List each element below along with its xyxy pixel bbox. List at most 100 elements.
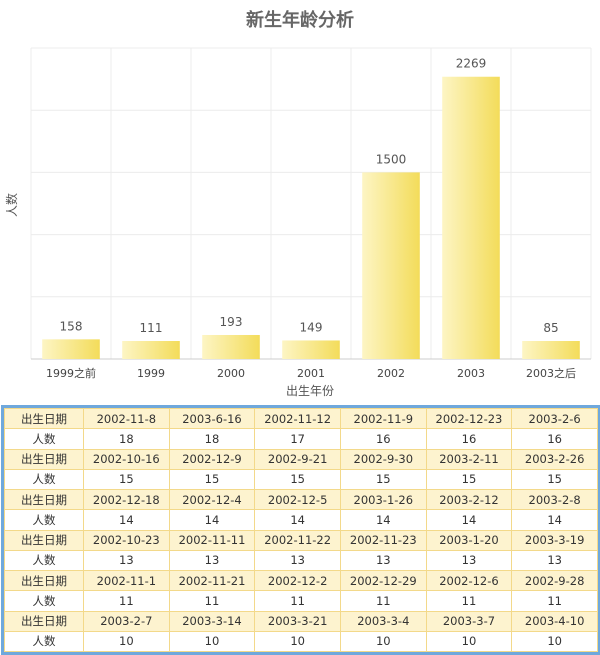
bar-2003之后	[522, 341, 580, 359]
count-cell: 18	[168, 428, 256, 450]
date-cell: 2002-11-12	[254, 407, 341, 430]
date-cell: 2003-6-16	[168, 407, 256, 430]
x-tick-label: 1999	[137, 367, 165, 380]
table-row: 出生日期 2002-10-23 2002-11-11 2002-11-22 2002-1…	[4, 529, 598, 551]
date-cell: 2002-11-22	[254, 529, 341, 551]
row-header-date: 出生日期	[4, 610, 84, 632]
date-cell: 2003-3-21	[254, 610, 341, 632]
row-header-count: 人数	[4, 468, 84, 491]
bar-2002	[362, 172, 420, 359]
count-cell: 18	[83, 428, 170, 450]
count-cell: 13	[339, 549, 427, 572]
date-cell: 2002-11-23	[339, 529, 427, 551]
count-cell: 10	[511, 630, 598, 653]
x-tick-labels: 1999之前 1999 2000 2001 2002 2003 2003之后	[46, 366, 576, 380]
count-cell: 15	[425, 468, 513, 491]
count-cell: 17	[254, 428, 341, 450]
count-cell: 15	[168, 468, 256, 491]
count-cell: 14	[339, 509, 427, 531]
date-cell: 2002-12-23	[425, 407, 513, 430]
row-header-date: 出生日期	[4, 529, 84, 551]
date-cell: 2002-12-18	[83, 488, 170, 511]
date-cell: 2002-12-5	[254, 488, 341, 511]
date-cell: 2002-11-21	[168, 569, 256, 592]
count-cell: 10	[339, 630, 427, 653]
count-cell: 11	[168, 590, 256, 612]
table-row: 人数 11 11 11 11 11 11	[4, 590, 598, 612]
count-cell: 10	[83, 630, 170, 653]
date-cell: 2002-11-1	[83, 569, 170, 592]
table-row: 出生日期 2002-11-1 2002-11-21 2002-12-2 2002-12-…	[4, 569, 598, 592]
table-row: 出生日期 2002-11-8 2003-6-16 2002-11-12 2002-11-…	[4, 407, 598, 430]
data-label: 1500	[376, 152, 407, 166]
bar-2000	[202, 334, 260, 359]
table-row: 人数 10 10 10 10 10 10	[4, 630, 598, 653]
table-row: 人数 18 18 17 16 16 16	[4, 428, 598, 450]
data-label: 111	[140, 321, 163, 335]
date-cell: 2002-10-16	[83, 448, 170, 470]
count-cell: 13	[425, 549, 513, 572]
bar-1999之前	[42, 339, 100, 359]
count-cell: 13	[254, 549, 341, 572]
date-cell: 2002-12-2	[254, 569, 341, 592]
count-cell: 11	[511, 590, 598, 612]
date-cell: 2003-2-26	[511, 448, 598, 470]
count-cell: 16	[339, 428, 427, 450]
chart-canvas: 158 111 193 149 1500 2269 85 1999之前 1999 2000 200…	[4, 47, 592, 398]
date-cell: 2003-3-14	[168, 610, 256, 632]
count-cell: 13	[168, 549, 256, 572]
date-cell: 2003-2-7	[83, 610, 170, 632]
date-cell: 2003-3-4	[339, 610, 427, 632]
x-tick-label: 2003之后	[526, 366, 576, 380]
count-cell: 14	[254, 509, 341, 531]
date-cell: 2002-11-11	[168, 529, 256, 551]
date-cell: 2003-2-6	[511, 407, 598, 430]
bar-1999	[122, 341, 180, 359]
count-cell: 14	[511, 509, 598, 531]
date-cell: 2003-2-11	[425, 448, 513, 470]
date-cell: 2002-12-6	[425, 569, 513, 592]
date-cell: 2002-11-9	[339, 407, 427, 430]
x-axis-label: 出生年份	[286, 384, 334, 398]
table-row: 人数 14 14 14 14 14 14	[4, 509, 598, 531]
count-cell: 15	[511, 468, 598, 491]
date-cell: 2003-1-20	[425, 529, 513, 551]
date-cell: 2002-9-30	[339, 448, 427, 470]
table-row: 出生日期 2002-12-18 2002-12-4 2002-12-5 2003-1-2…	[4, 488, 598, 511]
row-header-count: 人数	[4, 549, 84, 572]
date-cell: 2002-12-9	[168, 448, 256, 470]
count-cell: 11	[425, 590, 513, 612]
bar-2003	[442, 76, 500, 360]
count-cell: 14	[425, 509, 513, 531]
count-cell: 11	[254, 590, 341, 612]
count-cell: 15	[83, 468, 170, 491]
count-cell: 13	[83, 549, 170, 572]
count-cell: 13	[511, 549, 598, 572]
count-cell: 16	[425, 428, 513, 450]
count-cell: 11	[83, 590, 170, 612]
count-cell: 10	[425, 630, 513, 653]
grid-lines	[30, 47, 592, 360]
x-tick-label: 1999之前	[46, 366, 96, 380]
row-header-count: 人数	[4, 590, 84, 612]
bars	[42, 76, 580, 360]
count-cell: 10	[168, 630, 256, 653]
data-labels: 158 111 193 149 1500 2269 85	[60, 57, 559, 335]
count-cell: 15	[254, 468, 341, 491]
count-cell: 15	[339, 468, 427, 491]
table-row: 出生日期 2002-10-16 2002-12-9 2002-9-21 2002-9-3…	[4, 448, 598, 470]
row-header-date: 出生日期	[4, 569, 84, 592]
row-header-date: 出生日期	[4, 448, 84, 470]
row-header-count: 人数	[4, 428, 84, 450]
bar-chart: 新生年龄分析 158 111 193 149 1500 2269 85 1999之前 1999…	[4, 10, 592, 398]
date-cell: 2002-9-21	[254, 448, 341, 470]
date-cell: 2002-12-29	[339, 569, 427, 592]
x-tick-label: 2002	[377, 367, 405, 380]
x-tick-label: 2003	[457, 367, 485, 380]
date-cell: 2002-10-23	[83, 529, 170, 551]
row-header-date: 出生日期	[4, 488, 84, 511]
date-cell: 2003-2-12	[425, 488, 513, 511]
table-row: 出生日期 2003-2-7 2003-3-14 2003-3-21 2003-3-4 20…	[4, 610, 598, 632]
date-cell: 2002-12-4	[168, 488, 256, 511]
table-row: 人数 15 15 15 15 15 15	[4, 468, 598, 491]
